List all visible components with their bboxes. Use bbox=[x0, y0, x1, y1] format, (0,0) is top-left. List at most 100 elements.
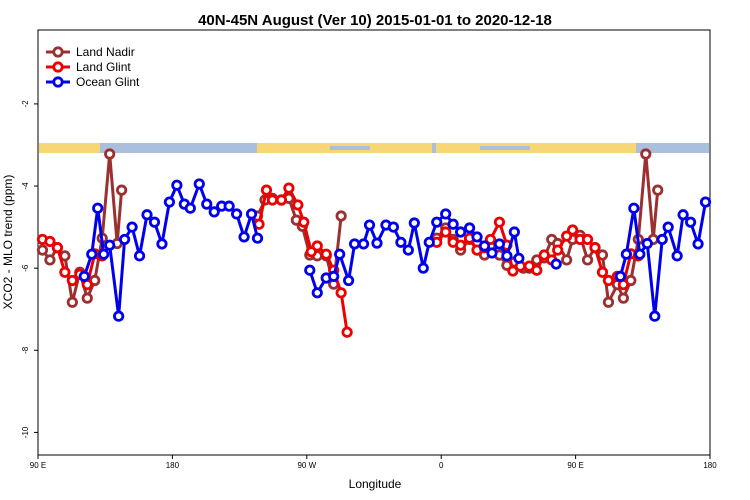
legend-label: Ocean Glint bbox=[76, 75, 140, 89]
data-point bbox=[402, 244, 414, 256]
data-point bbox=[463, 222, 476, 234]
data-point bbox=[348, 238, 361, 250]
x-tick-label: 90 W bbox=[297, 461, 316, 470]
series bbox=[78, 178, 712, 322]
data-point bbox=[699, 196, 712, 208]
y-axis-label: XCO2 - MLO trend (ppm) bbox=[1, 175, 15, 310]
data-point bbox=[113, 310, 125, 322]
data-point bbox=[66, 296, 78, 308]
data-point bbox=[36, 244, 49, 256]
data-point bbox=[508, 226, 520, 238]
data-point bbox=[561, 254, 573, 266]
data-point bbox=[78, 270, 90, 282]
data-point bbox=[44, 235, 56, 248]
data-point bbox=[208, 206, 220, 218]
data-point bbox=[538, 249, 550, 261]
y-tick-label: -10 bbox=[21, 426, 30, 438]
data-point bbox=[260, 184, 273, 196]
data-point bbox=[66, 274, 78, 287]
x-tick-label: 90 E bbox=[30, 461, 46, 470]
data-point bbox=[59, 266, 71, 278]
data-point bbox=[133, 250, 146, 262]
data-point bbox=[51, 242, 64, 254]
data-point bbox=[602, 296, 615, 308]
data-point bbox=[671, 250, 683, 262]
x-axis-label: Longitude bbox=[349, 477, 402, 491]
data-point bbox=[266, 194, 279, 206]
y-tick-label: -6 bbox=[21, 264, 30, 272]
data-point bbox=[335, 287, 347, 299]
data-point bbox=[641, 237, 653, 250]
data-point bbox=[283, 182, 295, 194]
data-point bbox=[656, 233, 668, 246]
data-point bbox=[634, 248, 646, 260]
data-point bbox=[628, 202, 640, 214]
data-point bbox=[486, 247, 498, 259]
data-point bbox=[501, 250, 513, 262]
data-point bbox=[493, 216, 506, 228]
data-point bbox=[447, 218, 459, 230]
data-point bbox=[408, 217, 420, 229]
data-point bbox=[440, 226, 452, 238]
data-point bbox=[552, 244, 564, 256]
y-tick-label: -2 bbox=[21, 100, 30, 108]
data-point bbox=[614, 270, 627, 282]
data-point bbox=[81, 292, 93, 304]
data-point bbox=[649, 310, 661, 322]
data-point bbox=[484, 233, 497, 246]
data-point bbox=[231, 208, 243, 220]
data-point bbox=[513, 252, 525, 264]
data-point bbox=[126, 221, 138, 233]
ocean-band bbox=[480, 146, 530, 150]
data-point bbox=[116, 184, 128, 196]
data-point bbox=[493, 238, 506, 250]
data-point bbox=[431, 216, 443, 228]
data-point bbox=[193, 178, 205, 190]
data-point bbox=[692, 238, 704, 250]
data-point bbox=[311, 240, 323, 252]
data-point bbox=[163, 196, 176, 208]
data-point bbox=[304, 264, 316, 276]
data-point bbox=[417, 262, 429, 274]
data-point bbox=[395, 236, 407, 248]
data-point bbox=[531, 264, 543, 276]
data-point bbox=[387, 221, 400, 233]
data-point bbox=[343, 274, 355, 287]
data-point bbox=[617, 292, 629, 304]
data-point bbox=[357, 238, 370, 250]
data-point bbox=[201, 198, 213, 210]
data-point bbox=[104, 239, 116, 251]
legend-label: Land Glint bbox=[76, 60, 131, 74]
data-point bbox=[455, 239, 467, 251]
data-point bbox=[275, 194, 288, 206]
series bbox=[36, 182, 644, 338]
chart-title: 40N-45N August (Ver 10) 2015-01-01 to 20… bbox=[198, 12, 552, 29]
data-point bbox=[567, 224, 579, 236]
data-point bbox=[596, 266, 609, 278]
data-point bbox=[478, 240, 491, 252]
x-tick-label: 90 E bbox=[567, 461, 583, 470]
data-point bbox=[298, 216, 310, 228]
legend-marker bbox=[52, 46, 64, 58]
data-point bbox=[620, 248, 632, 260]
y-tick-label: -4 bbox=[21, 182, 30, 190]
data-point bbox=[677, 209, 689, 221]
data-point bbox=[328, 270, 340, 282]
data-point bbox=[141, 209, 153, 221]
data-point bbox=[292, 199, 304, 211]
data-point bbox=[602, 274, 615, 287]
data-point bbox=[104, 148, 116, 160]
land-mask-strip bbox=[39, 143, 709, 153]
data-point bbox=[550, 258, 562, 270]
data-point bbox=[423, 236, 435, 248]
data-point bbox=[363, 219, 376, 231]
data-point bbox=[455, 226, 467, 238]
data-point bbox=[581, 254, 594, 266]
ocean-band bbox=[330, 146, 370, 150]
data-point bbox=[245, 208, 258, 220]
data-point bbox=[440, 208, 452, 220]
data-point bbox=[371, 237, 383, 249]
data-point bbox=[684, 216, 697, 228]
x-tick-label: 180 bbox=[166, 461, 180, 470]
